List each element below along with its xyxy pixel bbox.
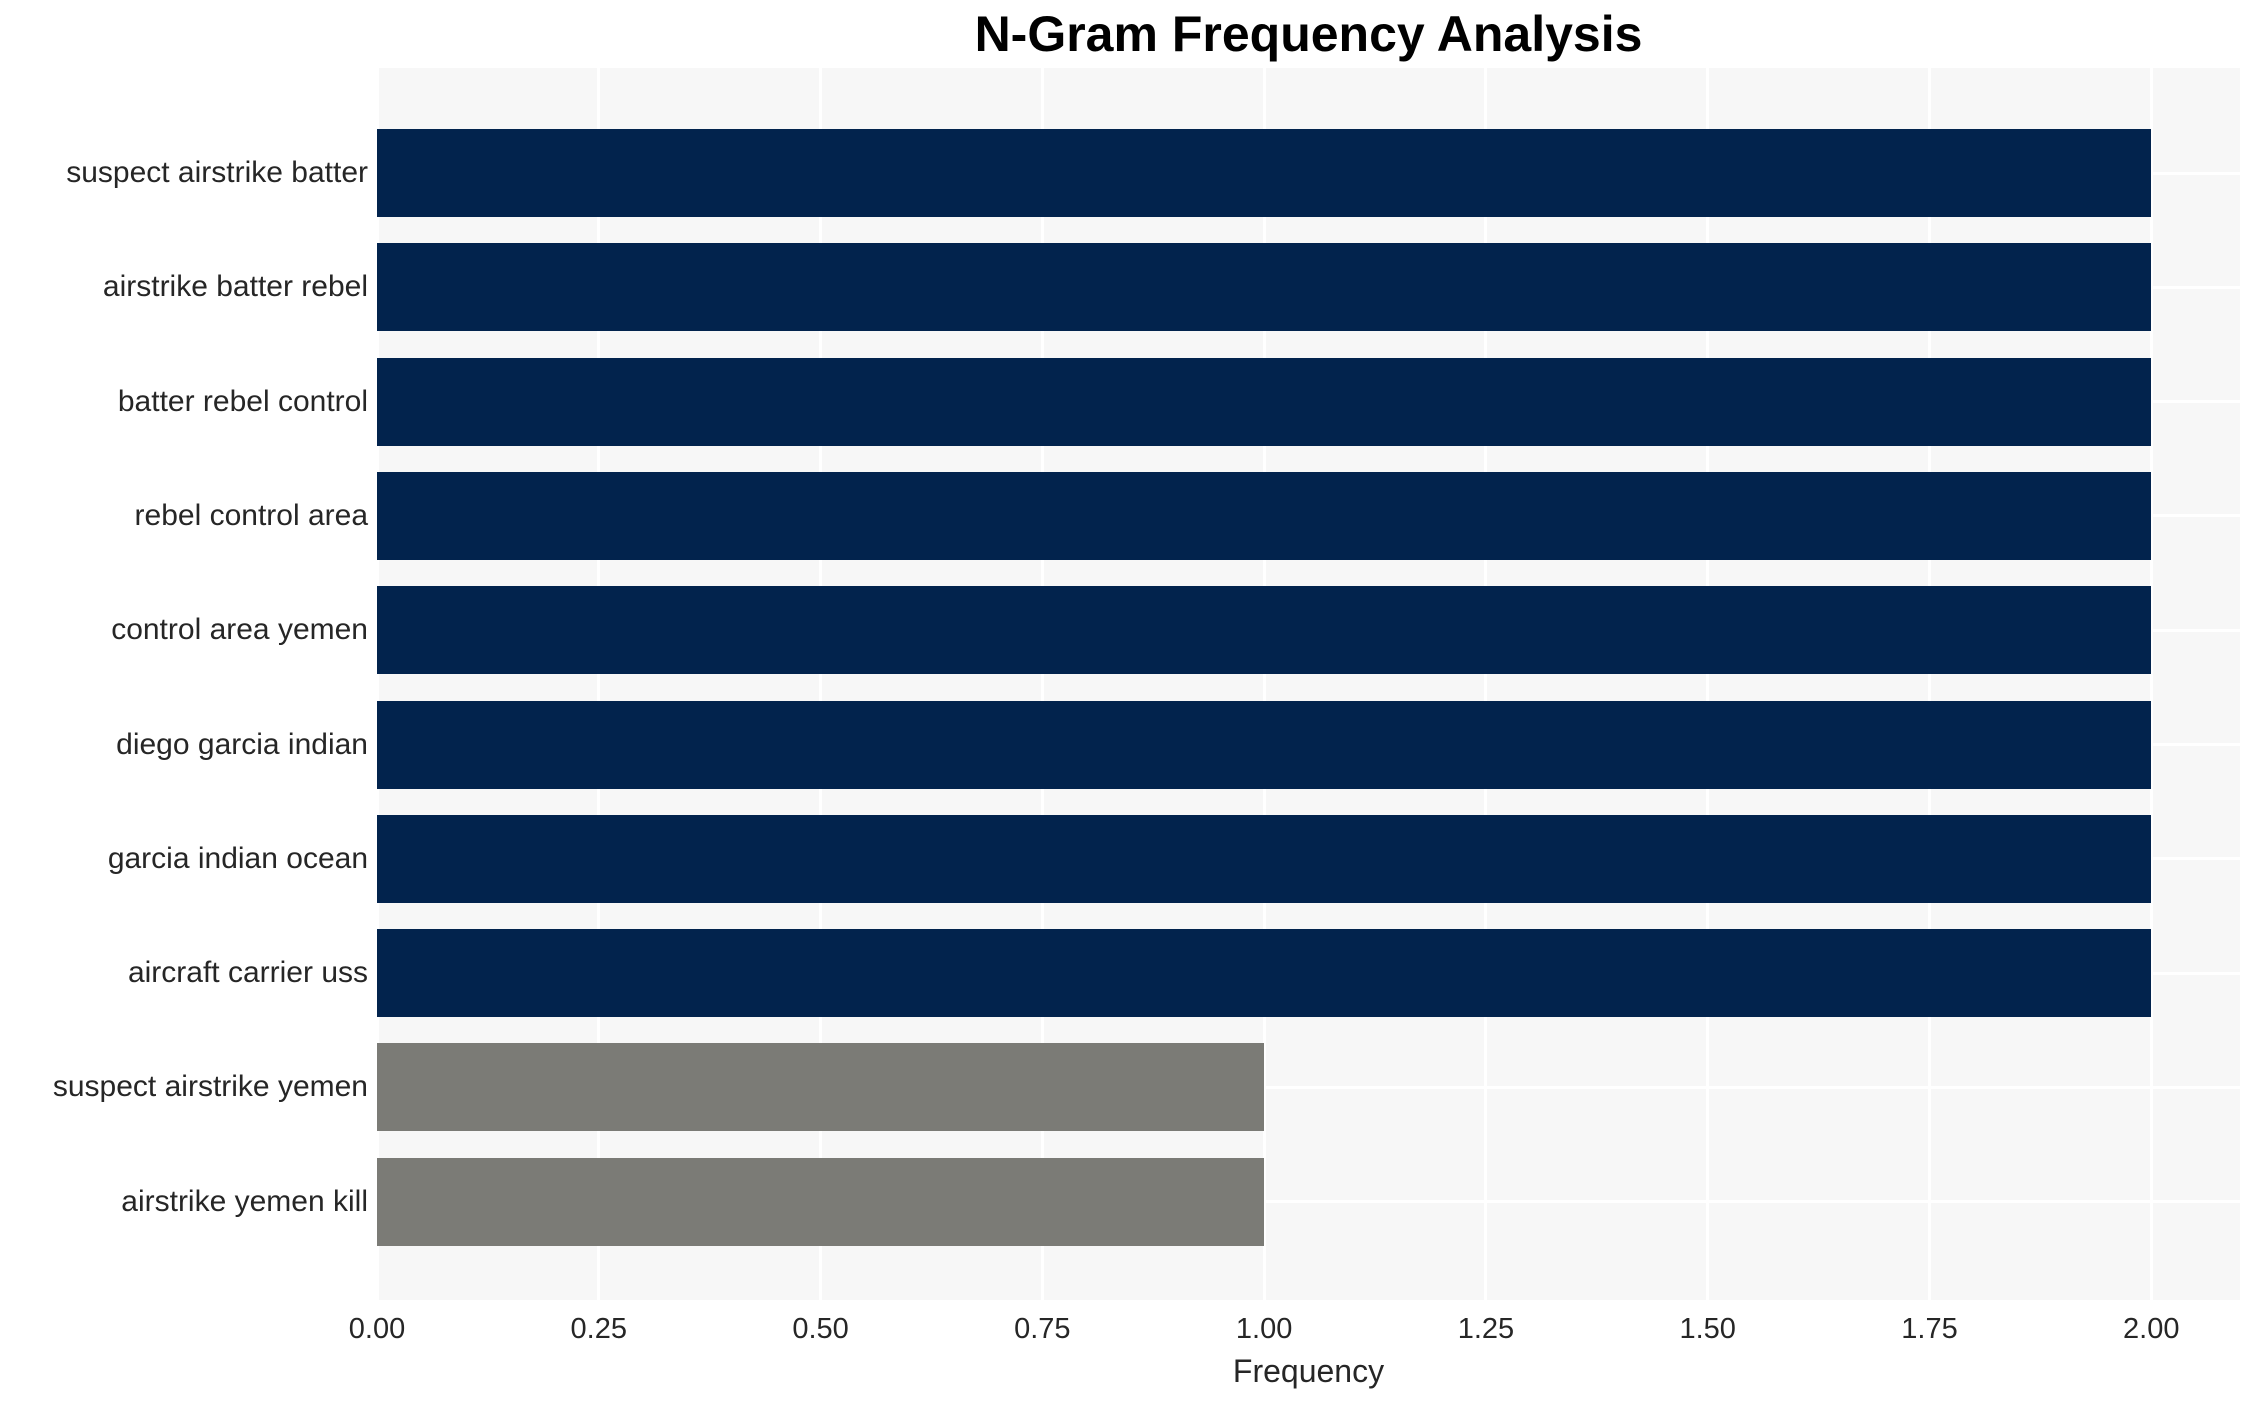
x-tick-label: 2.00 (2123, 1313, 2180, 1345)
x-tick-label: 1.50 (1679, 1313, 1736, 1345)
y-tick-label: suspect airstrike yemen (52, 1070, 368, 1104)
y-tick-label: garcia indian ocean (107, 841, 368, 875)
grid-line-vertical (1484, 68, 1488, 1300)
x-tick-label: 1.75 (1901, 1313, 1958, 1345)
bar-garcia-indian-ocean (377, 814, 2152, 903)
bar-control-area-yemen (377, 586, 2152, 675)
y-tick-label: control area yemen (111, 613, 368, 647)
x-tick-label: 1.00 (1235, 1313, 1293, 1345)
bar-airstrike-batter-rebel (377, 243, 2152, 332)
bar-diego-garcia-indian (377, 700, 2152, 789)
bar-batter-rebel-control (377, 357, 2152, 446)
grid-line-vertical (377, 68, 379, 1300)
x-tick-label: 0.75 (1014, 1313, 1071, 1345)
x-axis-label: Frequency (1232, 1353, 1385, 1389)
grid-line-vertical (819, 68, 823, 1300)
bar-suspect-airstrike-batter (377, 129, 2152, 217)
bar-aircraft-carrier-uss (377, 929, 2152, 1018)
x-tick-label: 1.25 (1457, 1313, 1515, 1345)
chart-title: N-Gram Frequency Analysis (974, 6, 1643, 62)
x-tick-label: 0.50 (792, 1313, 849, 1345)
grid-line-vertical (1262, 68, 1266, 1300)
grid-line-vertical (1706, 68, 1710, 1300)
grid-line-vertical (2149, 68, 2153, 1300)
y-tick-label: airstrike batter rebel (102, 270, 368, 304)
grid-line-horizontal (377, 1085, 2240, 1089)
grid-line-horizontal (377, 1200, 2240, 1204)
plot-area (377, 68, 2240, 1300)
y-tick-label: diego garcia indian (116, 727, 368, 761)
x-tick-label: 0.00 (348, 1313, 406, 1345)
x-tick-label: 0.25 (570, 1313, 628, 1345)
bar-suspect-airstrike-yemen (377, 1043, 1265, 1132)
y-tick-label: aircraft carrier uss (127, 956, 368, 990)
bar-rebel-control-area (377, 471, 2152, 560)
y-tick-label: airstrike yemen kill (121, 1184, 368, 1218)
y-tick-label: batter rebel control (117, 384, 368, 418)
grid-line-vertical (1040, 68, 1044, 1300)
y-tick-label: suspect airstrike batter (66, 156, 368, 189)
bar-airstrike-yemen-kill (377, 1157, 1265, 1246)
y-tick-label: rebel control area (134, 498, 368, 532)
grid-line-vertical (1928, 68, 1931, 1300)
grid-line-vertical (597, 68, 601, 1300)
